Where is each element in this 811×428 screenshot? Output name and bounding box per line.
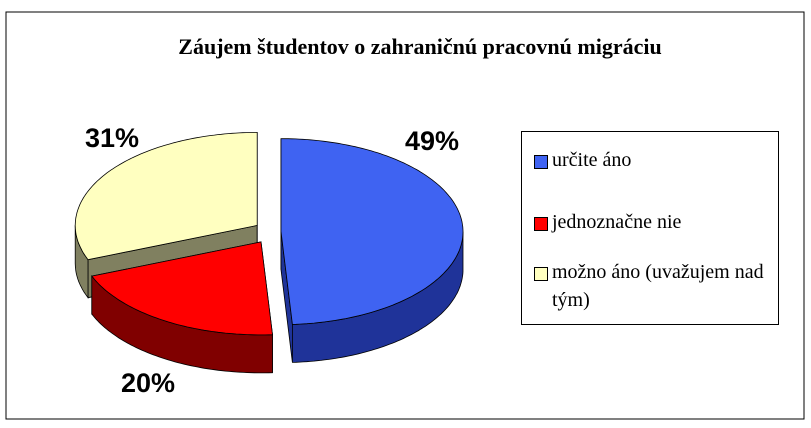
legend: určite áno jednoznačne nie možno áno (uvaž… [521, 131, 779, 325]
legend-item: určite áno [534, 149, 777, 174]
legend-swatch [534, 217, 548, 231]
legend-swatch [534, 267, 548, 281]
legend-label: jednoznačne nie [552, 211, 682, 233]
legend-item: možno áno (uvažujem nad tým) [534, 261, 777, 314]
data-label: 20% [121, 368, 175, 398]
legend-label: určite áno [552, 149, 632, 171]
data-label: 31% [85, 123, 139, 153]
legend-item: jednoznačne nie [534, 211, 777, 236]
slice [91, 241, 273, 336]
chart-title: Záujem študentov o zahraničnú pracovnú m… [178, 34, 661, 59]
pie [74, 132, 464, 374]
data-label: 49% [405, 126, 459, 156]
slice [280, 138, 464, 325]
slice [74, 132, 258, 261]
legend-swatch [534, 155, 548, 169]
legend-label: možno áno (uvažujem nad tým) [552, 261, 764, 311]
